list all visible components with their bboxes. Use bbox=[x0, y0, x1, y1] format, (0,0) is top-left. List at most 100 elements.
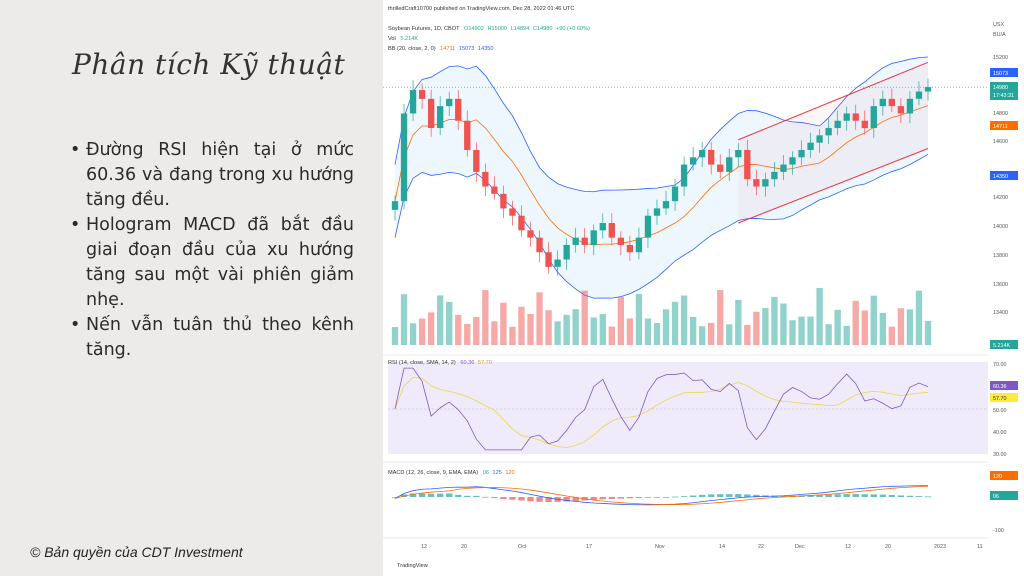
macd-histogram-bar bbox=[671, 496, 679, 498]
candle-body bbox=[635, 237, 643, 253]
price-tick: 14200 bbox=[993, 195, 1008, 201]
volume-bar bbox=[473, 316, 480, 345]
macd-histogram-bar bbox=[708, 494, 715, 497]
candle-body bbox=[671, 186, 679, 202]
candle-body bbox=[590, 230, 597, 245]
macd-histogram-bar bbox=[391, 497, 399, 498]
candle-body bbox=[780, 164, 787, 172]
bb-basis-line bbox=[394, 105, 929, 246]
chart-canvas[interactable]: thrilledCraft10700 published on TradingV… bbox=[383, 0, 1024, 576]
publish-line: thrilledCraft10700 published on TradingV… bbox=[388, 6, 574, 12]
tradingview-chart[interactable]: thrilledCraft10700 published on TradingV… bbox=[383, 0, 1024, 576]
macd-histogram-bar bbox=[482, 496, 489, 498]
time-tick: 11 bbox=[977, 544, 983, 550]
volume-bar bbox=[617, 296, 625, 345]
macd-histogram-bar bbox=[717, 494, 724, 497]
time-tick: 12 bbox=[845, 544, 851, 550]
candle-body bbox=[753, 179, 760, 187]
rsi-tick: 50.00 bbox=[993, 408, 1007, 414]
volume-bar bbox=[391, 327, 399, 345]
time-axis: 12 20 Oct 17 Nov 14 22 Dec 12 20 2023 11 bbox=[421, 544, 983, 550]
volume-bar bbox=[563, 314, 570, 345]
volume-bar bbox=[771, 296, 778, 345]
time-tick: Nov bbox=[655, 544, 665, 550]
candle-body bbox=[554, 259, 561, 267]
chart-plot-area[interactable] bbox=[383, 56, 988, 506]
candle-body bbox=[581, 237, 588, 245]
bullet-rsi: Đường RSI hiện tại ở mức 60.36 và đang t… bbox=[68, 138, 354, 213]
volume-bar bbox=[807, 316, 814, 345]
time-tick: 2023 bbox=[934, 544, 946, 550]
candle-body bbox=[572, 237, 579, 245]
candle-body bbox=[427, 98, 435, 129]
candle-body bbox=[626, 244, 634, 253]
candle-body bbox=[491, 186, 498, 194]
macd-histogram-bar bbox=[608, 497, 615, 499]
candle-body bbox=[473, 149, 480, 172]
macd-histogram-bar bbox=[626, 497, 634, 499]
macd-histogram-bar bbox=[915, 496, 923, 497]
bb-basis-tag bbox=[990, 121, 1018, 130]
macd-histogram-bar bbox=[572, 497, 579, 501]
price-tick: 13600 bbox=[993, 282, 1008, 288]
candle-body bbox=[834, 120, 841, 129]
volume-bar bbox=[861, 310, 868, 345]
macd-histogram-bar bbox=[409, 493, 417, 497]
candle-body bbox=[906, 98, 914, 114]
macd-histogram-bar bbox=[861, 494, 868, 497]
macd-histogram-bar bbox=[464, 495, 471, 497]
macd-tick: -100 bbox=[993, 528, 1004, 534]
rsi-tick: 30.00 bbox=[993, 452, 1007, 458]
candle-body bbox=[518, 215, 525, 231]
candle-body bbox=[762, 179, 769, 187]
candle-body bbox=[798, 149, 805, 158]
macd-histogram-bar bbox=[518, 497, 525, 501]
candle-body bbox=[563, 244, 570, 260]
macd-histogram-bar bbox=[418, 493, 426, 497]
price-tick: 14000 bbox=[993, 224, 1008, 230]
time-tick: 12 bbox=[421, 544, 427, 550]
macd-hist-text: 06 bbox=[993, 494, 999, 500]
macd-histogram-bar bbox=[924, 496, 932, 498]
currency-label: USX bbox=[993, 22, 1004, 28]
volume-bar bbox=[879, 312, 886, 345]
macd-histogram-bar bbox=[843, 494, 850, 497]
rsi-line bbox=[394, 367, 929, 451]
volume-bar bbox=[572, 309, 579, 345]
candle-body bbox=[527, 230, 534, 238]
volume-bar bbox=[400, 294, 408, 345]
candle-body bbox=[500, 193, 507, 209]
volume-bar bbox=[554, 321, 561, 345]
candle-body bbox=[807, 142, 814, 150]
channel-fill bbox=[738, 62, 928, 224]
rsi-value-text: 60.36 bbox=[993, 384, 1007, 390]
candle-body bbox=[680, 164, 688, 187]
time-tick: 14 bbox=[719, 544, 725, 550]
volume-bar bbox=[726, 324, 733, 345]
candle-body bbox=[446, 98, 453, 107]
volume-bar bbox=[644, 318, 652, 345]
candle-body bbox=[617, 237, 625, 245]
candle-body bbox=[608, 223, 615, 238]
volume-bar bbox=[671, 301, 679, 345]
macd-histogram-bar bbox=[590, 497, 597, 500]
candle-body bbox=[816, 135, 823, 143]
time-tick: 20 bbox=[461, 544, 467, 550]
candle-body bbox=[897, 106, 905, 114]
volume-bar bbox=[735, 299, 742, 345]
bullet-macd: Hologram MACD đã bắt đầu giai đoạn đầu c… bbox=[68, 213, 354, 313]
bb-upper-tag-text: 15073 bbox=[993, 71, 1008, 77]
price-tick: 13800 bbox=[993, 253, 1008, 259]
candle-body bbox=[509, 208, 516, 216]
candle-body bbox=[726, 157, 733, 172]
macd-histogram-bar bbox=[735, 494, 742, 497]
volume-bar bbox=[446, 301, 453, 345]
volume-bar bbox=[708, 322, 715, 345]
volume-bar bbox=[915, 290, 923, 345]
macd-histogram-bar bbox=[617, 497, 625, 499]
macd-histogram-bar bbox=[455, 494, 462, 497]
channel-upper-line bbox=[738, 61, 929, 141]
macd-histogram-bar bbox=[906, 495, 914, 497]
volume-bar bbox=[897, 308, 905, 345]
volume-bar bbox=[798, 316, 805, 345]
